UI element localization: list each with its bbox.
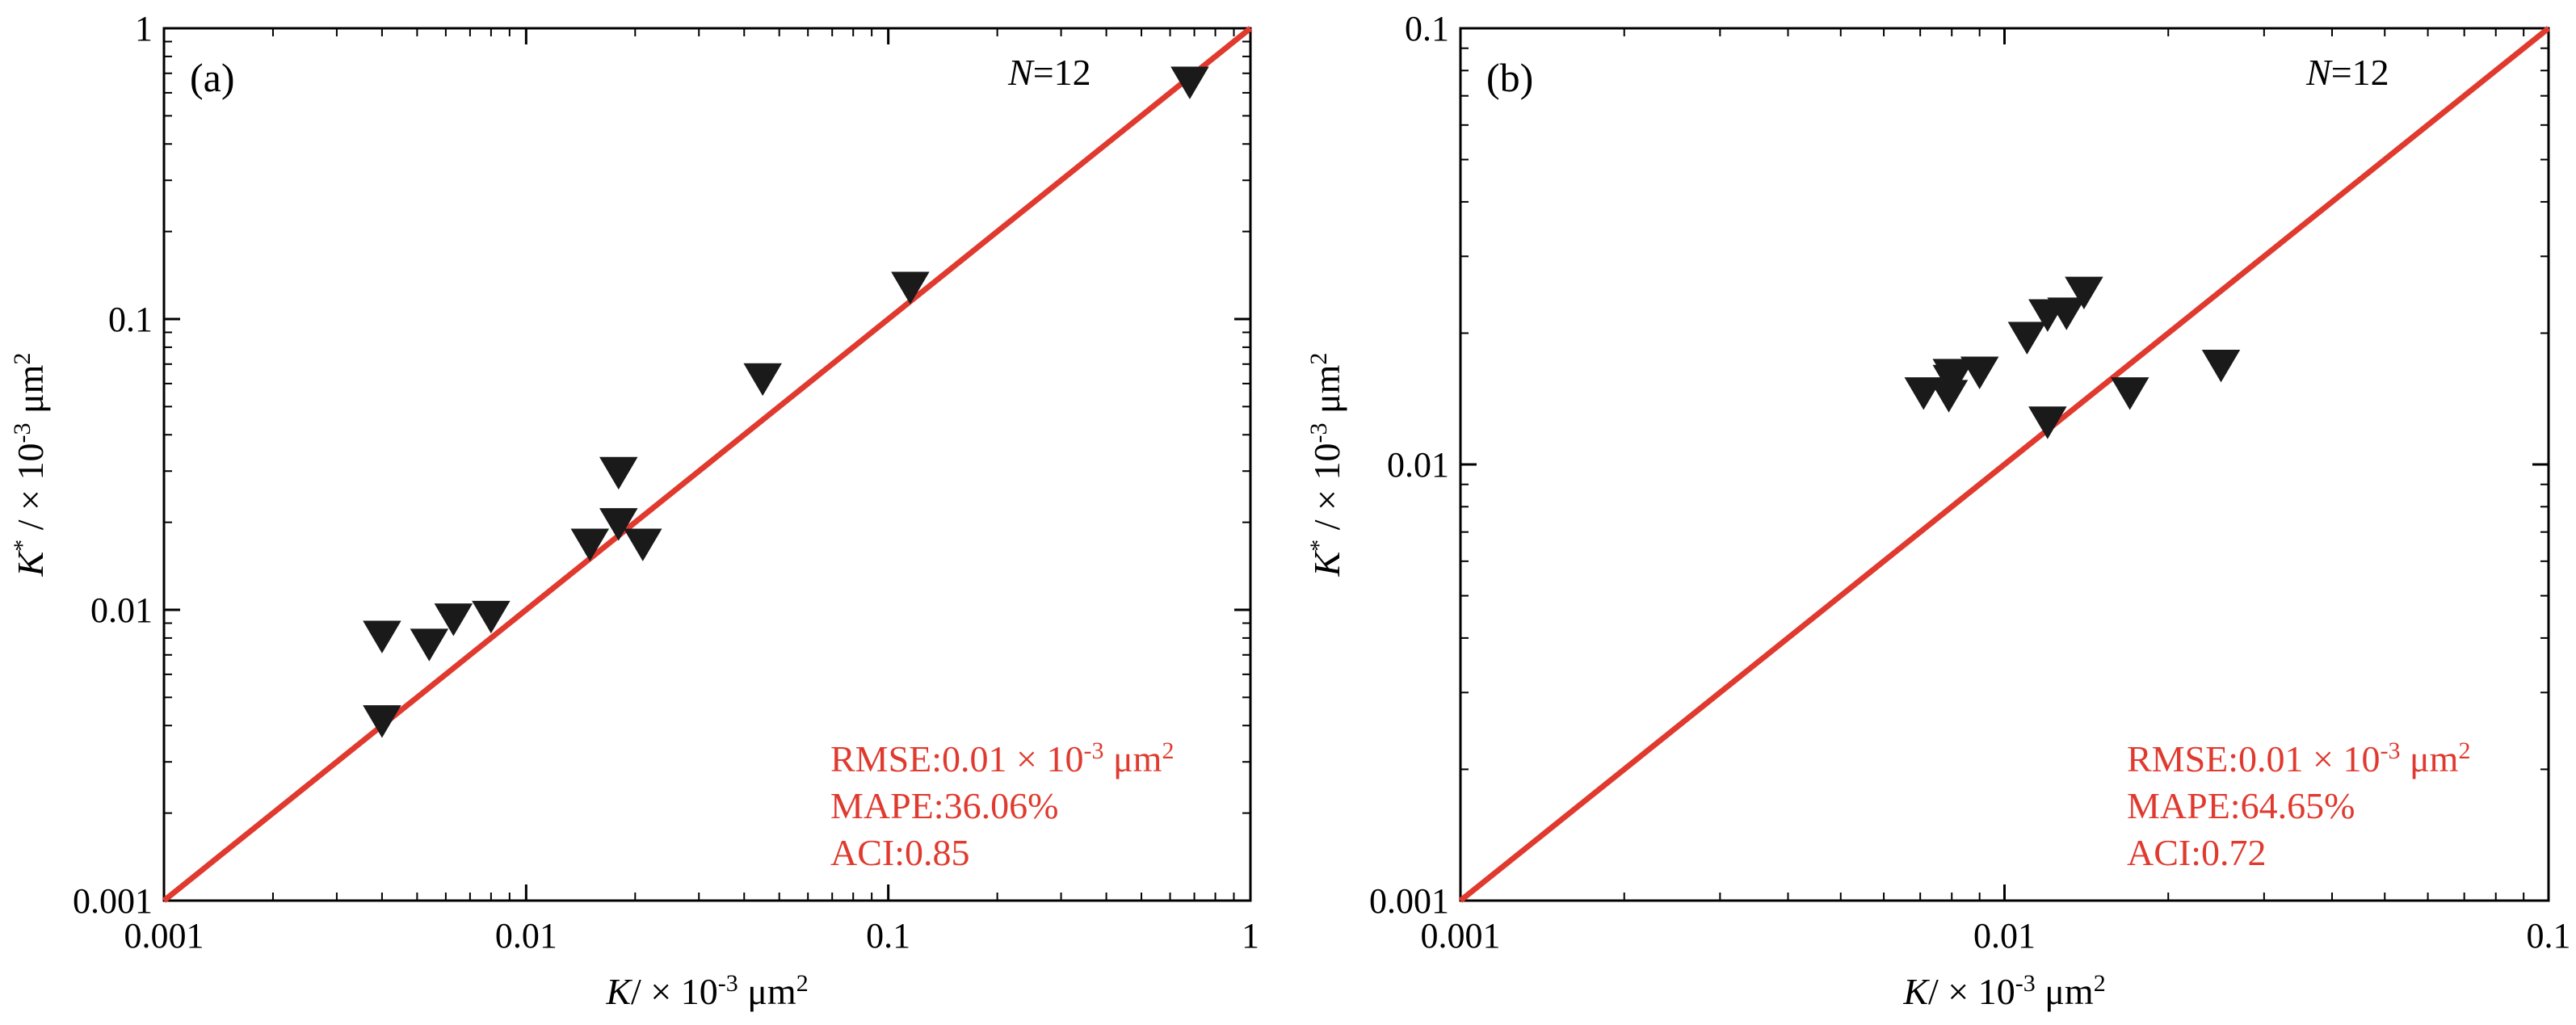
data-point	[599, 456, 638, 490]
data-point	[1904, 377, 1944, 410]
x-tick-label: 0.001	[1421, 916, 1501, 956]
y-tick-label: 0.1	[1405, 9, 1449, 48]
stat-line: MAPE:36.06%	[830, 785, 1058, 826]
x-tick-label: 0.01	[495, 916, 557, 956]
reference-line	[1458, 26, 2551, 903]
data-point	[363, 705, 401, 738]
data-point	[434, 603, 473, 636]
data-point	[624, 528, 662, 561]
data-point	[599, 508, 638, 541]
data-point	[891, 271, 930, 305]
n-label: N=12	[1007, 52, 1091, 93]
data-point	[2007, 321, 2047, 355]
data-point	[363, 620, 401, 653]
y-tick-label: 0.01	[1387, 445, 1449, 485]
stat-line: RMSE:0.01 × 10-3 μm2	[2127, 737, 2470, 780]
stat-line: RMSE:0.01 × 10-3 μm2	[830, 737, 1174, 780]
x-tick-label: 0.1	[866, 916, 910, 956]
data-point	[2065, 276, 2103, 309]
data-point	[2028, 406, 2067, 439]
n-label: N=12	[2305, 52, 2389, 93]
panel-label: (b)	[1486, 55, 1533, 100]
x-tick-label: 1	[1242, 916, 1259, 956]
y-tick-label: 1	[135, 9, 153, 48]
data-point	[1960, 356, 1999, 389]
plot-frame	[162, 27, 1252, 902]
x-tick-label: 0.1	[2527, 916, 2571, 956]
data-point	[2047, 297, 2086, 330]
y-tick-label: 0.01	[90, 590, 153, 630]
data-point	[2110, 377, 2149, 410]
data-point	[2201, 350, 2241, 383]
x-tick-label: 0.001	[124, 916, 204, 956]
panel-b: 0.001 0.01 0.1 0.001 0.01 0.1 (b) N=12 RMSE:0.01…	[1305, 9, 2571, 1012]
stat-line: ACI:0.72	[2127, 832, 2267, 873]
stat-line: ACI:0.85	[830, 832, 970, 873]
y-tick-label: 0.001	[1369, 881, 1449, 921]
reference-line	[162, 26, 1253, 903]
y-tick-label: 0.001	[73, 881, 153, 921]
x-tick-label: 0.01	[1973, 916, 2036, 956]
y-axis-title: K* / × 10-3 μm2	[1305, 353, 1348, 578]
data-point	[570, 528, 610, 561]
data-point	[410, 628, 449, 662]
panel-a: 0.001 0.01 0.1 1 0.001 0.01 0.1 1 (a) N=12 RMSE:0.…	[9, 9, 1260, 1012]
data-point	[472, 600, 511, 634]
panel-label: (a)	[190, 55, 235, 100]
data-point	[1170, 66, 1209, 99]
y-tick-label: 0.1	[108, 300, 153, 339]
stat-line: MAPE:64.65%	[2127, 785, 2355, 826]
data-point	[1932, 359, 1971, 392]
x-axis-title: K/ × 10-3 μm2	[605, 970, 808, 1013]
data-point	[743, 363, 782, 397]
y-axis-title: K* / × 10-3 μm2	[9, 353, 52, 578]
x-axis-title: K/ × 10-3 μm2	[1902, 970, 2105, 1013]
